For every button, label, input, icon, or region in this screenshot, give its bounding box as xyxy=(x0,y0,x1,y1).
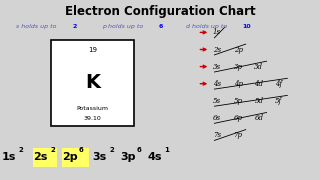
Bar xyxy=(33,148,57,166)
Text: 3p: 3p xyxy=(234,63,243,71)
Text: 1s: 1s xyxy=(2,152,16,162)
Text: p holds up to: p holds up to xyxy=(102,24,146,29)
Text: Electron Configuration Chart: Electron Configuration Chart xyxy=(65,5,255,18)
Text: 1: 1 xyxy=(164,147,169,153)
Text: 4s: 4s xyxy=(147,152,162,162)
Text: 3d: 3d xyxy=(254,63,263,71)
Text: 4p: 4p xyxy=(234,80,243,88)
Text: s holds up to: s holds up to xyxy=(16,24,59,29)
Text: 19: 19 xyxy=(88,47,97,53)
Text: 3p: 3p xyxy=(120,152,135,162)
Text: 6p: 6p xyxy=(234,114,243,122)
Text: 2p: 2p xyxy=(234,46,243,53)
Text: 3s: 3s xyxy=(93,152,107,162)
Text: 6d: 6d xyxy=(254,114,263,122)
Text: 2: 2 xyxy=(72,24,77,29)
Text: d holds up to: d holds up to xyxy=(186,24,229,29)
Text: 7p: 7p xyxy=(234,131,243,139)
Text: 4f: 4f xyxy=(275,80,282,88)
Text: 1s: 1s xyxy=(213,28,221,36)
Text: 6: 6 xyxy=(137,147,141,153)
Text: 5p: 5p xyxy=(234,97,243,105)
Text: 6: 6 xyxy=(79,147,84,153)
Text: 7s: 7s xyxy=(213,131,221,139)
Text: 2: 2 xyxy=(50,147,55,153)
Text: 2s: 2s xyxy=(213,46,221,53)
Text: 5d: 5d xyxy=(254,97,263,105)
Text: 6: 6 xyxy=(159,24,163,29)
Text: 5s: 5s xyxy=(213,97,221,105)
Text: 5f: 5f xyxy=(275,97,282,105)
Text: 39.10: 39.10 xyxy=(84,116,102,121)
Text: 4d: 4d xyxy=(254,80,263,88)
Text: 3s: 3s xyxy=(213,63,221,71)
Text: 2: 2 xyxy=(109,147,114,153)
Text: 2s: 2s xyxy=(34,152,48,162)
Text: K: K xyxy=(85,73,100,92)
Text: 4s: 4s xyxy=(213,80,221,88)
Text: 2: 2 xyxy=(18,147,23,153)
Bar xyxy=(51,40,134,126)
Text: 6s: 6s xyxy=(213,114,221,122)
Bar xyxy=(62,148,89,166)
Text: 10: 10 xyxy=(242,24,251,29)
Text: 2p: 2p xyxy=(62,152,78,162)
Text: Potassium: Potassium xyxy=(77,105,109,111)
